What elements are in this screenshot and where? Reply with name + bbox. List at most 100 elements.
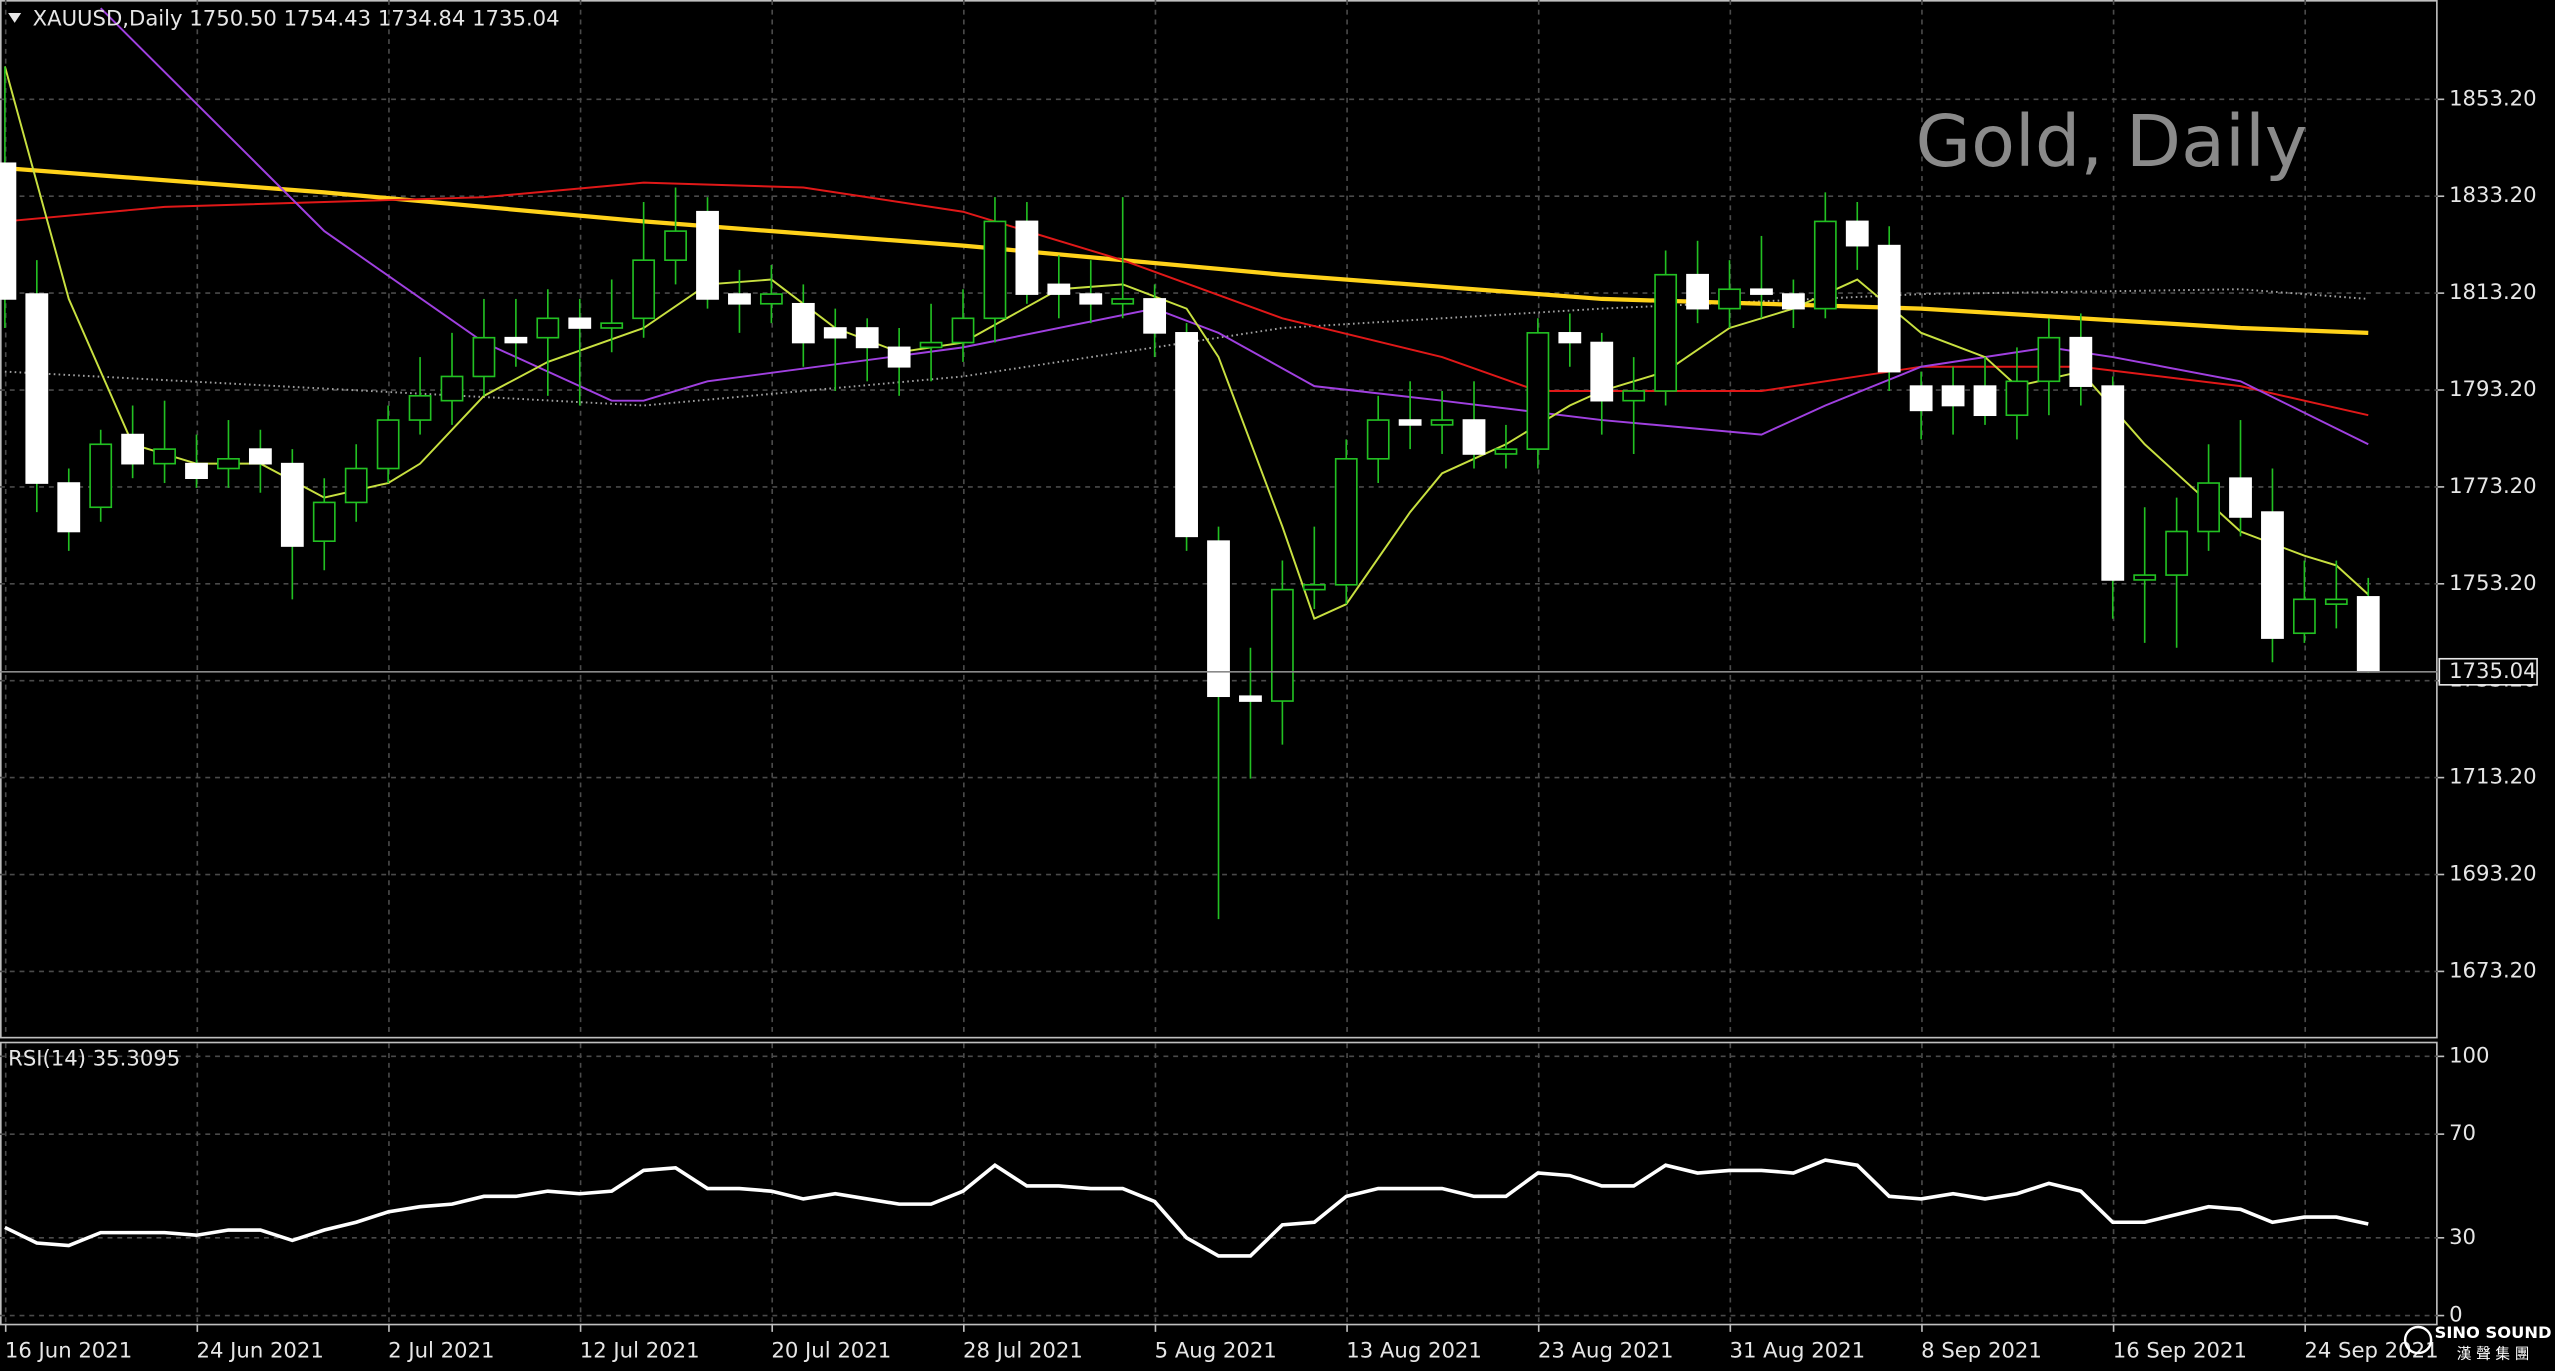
- candle-body: [185, 462, 208, 480]
- candle-body: [951, 317, 975, 344]
- candle-body: [1143, 298, 1167, 334]
- candle-body: [1718, 288, 1741, 310]
- y-tick-label: 100: [2449, 1042, 2489, 1067]
- candle-body: [632, 259, 656, 320]
- logo-tagline: 漢 聲 集 團: [2457, 1346, 2530, 1363]
- x-tick-label: 28 Jul 2021: [963, 1337, 1083, 1362]
- candle-body: [919, 341, 943, 349]
- last-price-tag: [2438, 657, 2538, 686]
- candle-body: [2197, 482, 2220, 533]
- y-tick-label: 1773.20: [2449, 473, 2537, 498]
- candle-body: [1526, 332, 1550, 450]
- candle-body: [2292, 598, 2316, 635]
- candle-body: [1302, 583, 1326, 591]
- candle-body: [1111, 298, 1135, 305]
- rsi-plot: [0, 1043, 2438, 1324]
- x-tick-label: 16 Jun 2021: [5, 1337, 132, 1362]
- chart-title: Gold, Daily: [1916, 99, 2308, 183]
- candle-body: [472, 336, 496, 378]
- x-tick-label: 12 Jul 2021: [580, 1337, 700, 1362]
- candle-body: [2165, 530, 2189, 576]
- y-tick-label: 70: [2449, 1120, 2476, 1145]
- candle-body: [1239, 695, 1262, 702]
- y-tick-label: 1713.20: [2449, 764, 2537, 789]
- candle-body: [25, 293, 49, 484]
- candle-body: [1270, 588, 1294, 702]
- candle-body: [2229, 477, 2252, 518]
- symbol-header: XAUUSD,Daily 1750.50 1754.43 1734.84 173…: [33, 6, 560, 31]
- candle-body: [2069, 336, 2093, 387]
- candle-body: [1462, 419, 1486, 455]
- moving-average: [4, 181, 2369, 417]
- y-tick-label: 30: [2449, 1224, 2476, 1249]
- candle-body: [1941, 385, 1965, 407]
- candle-body: [408, 395, 432, 421]
- x-tick-label: 2 Jul 2021: [388, 1337, 494, 1362]
- candle-body: [983, 220, 1007, 320]
- logo-name: SINO SOUND: [2435, 1323, 2552, 1342]
- candle-body: [121, 433, 145, 465]
- x-tick-label: 24 Jun 2021: [197, 1337, 324, 1362]
- candle-body: [1813, 220, 1837, 310]
- candle-body: [855, 327, 879, 349]
- candle-body: [312, 501, 336, 542]
- rsi-line: [4, 1158, 2369, 1258]
- candle-body: [1015, 220, 1039, 295]
- candle-body: [1973, 385, 1997, 417]
- price-plot: [0, 0, 2438, 1037]
- rsi-panel-frame: [0, 1041, 2438, 1326]
- candle-body: [696, 210, 719, 300]
- candle-body: [728, 293, 751, 305]
- candle-body: [1781, 293, 1805, 310]
- candle-body: [1845, 220, 1869, 247]
- y-tick-label: 1793.20: [2449, 376, 2537, 401]
- candle-body: [1558, 332, 1582, 344]
- collapse-icon[interactable]: [8, 13, 22, 23]
- candle-body: [1175, 332, 1198, 538]
- logo: SINO SOUND 漢 聲 集 團: [2403, 1323, 2552, 1363]
- x-tick-label: 24 Sep 2021: [2304, 1337, 2438, 1362]
- y-tick-label: 1753.20: [2449, 570, 2537, 595]
- candle-body: [0, 162, 17, 300]
- x-tick-label: 5 Aug 2021: [1155, 1337, 1277, 1362]
- candle-body: [89, 443, 113, 509]
- candle-body: [1654, 273, 1678, 392]
- candle-body: [2133, 574, 2157, 581]
- candle-body: [376, 419, 400, 470]
- x-tick-label: 31 Aug 2021: [1730, 1337, 1866, 1362]
- y-tick-label: 1853.20: [2449, 85, 2537, 110]
- price-panel-frame: [0, 0, 2438, 1039]
- candle-body: [280, 462, 304, 547]
- candle-body: [2324, 598, 2348, 605]
- candle-body: [217, 457, 240, 470]
- candle-body: [887, 346, 911, 368]
- candle-body: [1909, 385, 1933, 412]
- candle-body: [1877, 244, 1901, 373]
- candle-body: [568, 317, 592, 329]
- candle-body: [57, 482, 81, 533]
- x-tick-label: 13 Aug 2021: [1346, 1337, 1482, 1362]
- axes: 1673.201693.201713.201733.201753.201773.…: [4, 85, 2538, 1362]
- candle-body: [504, 336, 528, 344]
- candle-body: [2101, 385, 2125, 581]
- candle-body: [344, 467, 368, 504]
- candle-body: [1590, 341, 1614, 402]
- y-tick-label: 1813.20: [2449, 279, 2537, 304]
- candle-body: [153, 448, 176, 465]
- candle-body: [664, 230, 687, 261]
- logo-icon: [2403, 1325, 2433, 1355]
- candle-body: [600, 322, 624, 329]
- y-tick-label: 0: [2449, 1302, 2462, 1327]
- candle-body: [2005, 380, 2029, 417]
- x-tick-label: 16 Sep 2021: [2113, 1337, 2247, 1362]
- candle-body: [2037, 336, 2061, 383]
- candle-body: [536, 317, 560, 339]
- candle-body: [1079, 293, 1103, 305]
- candle-body: [2261, 511, 2284, 639]
- rsi-header: RSI(14) 35.3095: [8, 1046, 180, 1071]
- candle-body: [440, 375, 464, 402]
- candle-body: [1430, 419, 1454, 426]
- x-tick-label: 8 Sep 2021: [1921, 1337, 2042, 1362]
